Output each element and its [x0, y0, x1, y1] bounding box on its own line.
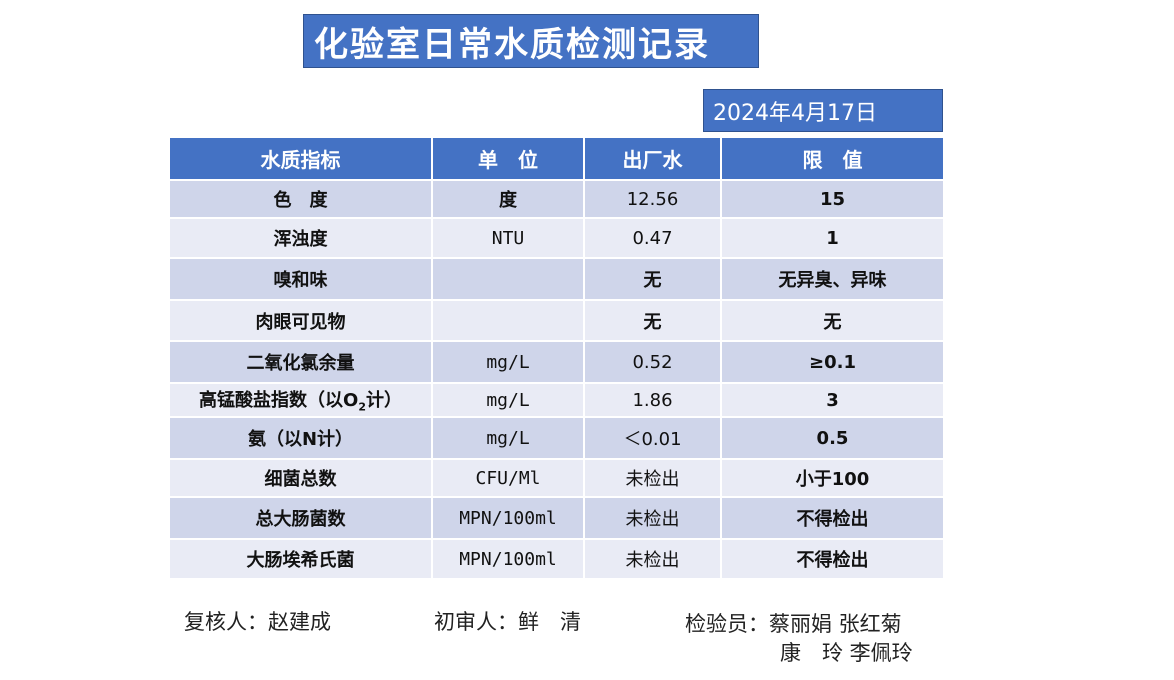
inspectors-signature: 检验员：蔡丽娟 张红菊 [685, 612, 902, 636]
table-row: 色 度 度 12.56 15 [170, 180, 943, 219]
table-header-row: 水质指标 单 位 出厂水 限 值 [170, 138, 943, 181]
outlet-cell: 未检出 [584, 459, 722, 498]
unit-cell [432, 300, 585, 342]
outlet-cell: 未检出 [584, 539, 722, 580]
indicator-cell: 高锰酸盐指数（以O2计） [170, 383, 433, 418]
header-outlet-water: 出厂水 [584, 138, 722, 181]
indicator-subscript: 2 [358, 400, 366, 414]
outlet-cell: ＜0.01 [584, 417, 722, 460]
unit-cell: 度 [432, 180, 585, 219]
limit-cell: 15 [721, 180, 943, 219]
indicator-cell: 嗅和味 [170, 258, 433, 301]
limit-cell: 无 [721, 300, 943, 342]
inspectors-signature-line2: 康 玲 李佩玲 [780, 641, 913, 665]
record-date: 2024年4月17日 [703, 89, 943, 132]
table-row: 大肠埃希氏菌 MPN/100ml 未检出 不得检出 [170, 539, 943, 580]
page-title: 化验室日常水质检测记录 [303, 14, 759, 68]
limit-cell: 不得检出 [721, 497, 943, 540]
table-row: 浑浊度 NTU 0.47 1 [170, 218, 943, 259]
unit-cell: mg/L [432, 417, 585, 460]
header-indicator: 水质指标 [170, 138, 433, 181]
unit-cell [432, 258, 585, 301]
table-row: 细菌总数 CFU/Ml 未检出 小于100 [170, 459, 943, 498]
limit-cell: 0.5 [721, 417, 943, 460]
indicator-cell: 浑浊度 [170, 218, 433, 259]
indicator-prefix: 高锰酸盐指数（以O [199, 390, 359, 412]
limit-cell: 小于100 [721, 459, 943, 498]
limit-cell: 3 [721, 383, 943, 418]
indicator-cell: 细菌总数 [170, 459, 433, 498]
indicator-cell: 氨（以N计） [170, 417, 433, 460]
table-row: 肉眼可见物 无 无 [170, 300, 943, 342]
unit-cell: mg/L [432, 341, 585, 384]
table-row: 高锰酸盐指数（以O2计） mg/L 1.86 3 [170, 383, 943, 418]
indicator-cell: 肉眼可见物 [170, 300, 433, 342]
limit-cell: 无异臭、异味 [721, 258, 943, 301]
indicator-cell: 二氧化氯余量 [170, 341, 433, 384]
outlet-cell: 1.86 [584, 383, 722, 418]
limit-cell: 不得检出 [721, 539, 943, 580]
indicator-cell: 总大肠菌数 [170, 497, 433, 540]
outlet-cell: 0.47 [584, 218, 722, 259]
unit-cell: MPN/100ml [432, 539, 585, 580]
header-limit: 限 值 [721, 138, 943, 181]
table-row: 氨（以N计） mg/L ＜0.01 0.5 [170, 417, 943, 460]
limit-cell: 1 [721, 218, 943, 259]
unit-cell: NTU [432, 218, 585, 259]
water-quality-table: 水质指标 单 位 出厂水 限 值 色 度 度 12.56 15 浑浊度 NTU … [170, 138, 943, 580]
first-reviewer-signature: 初审人：鲜 清 [434, 610, 581, 634]
header-unit: 单 位 [432, 138, 585, 181]
reviewer-signature: 复核人：赵建成 [184, 610, 331, 634]
unit-cell: MPN/100ml [432, 497, 585, 540]
indicator-suffix: 计） [365, 390, 402, 412]
outlet-cell: 0.52 [584, 341, 722, 384]
table-row: 二氧化氯余量 mg/L 0.52 ≥0.1 [170, 341, 943, 384]
outlet-cell: 无 [584, 300, 722, 342]
unit-cell: CFU/Ml [432, 459, 585, 498]
outlet-cell: 12.56 [584, 180, 722, 219]
indicator-cell: 大肠埃希氏菌 [170, 539, 433, 580]
table-row: 总大肠菌数 MPN/100ml 未检出 不得检出 [170, 497, 943, 540]
outlet-cell: 未检出 [584, 497, 722, 540]
table-row: 嗅和味 无 无异臭、异味 [170, 258, 943, 301]
indicator-cell: 色 度 [170, 180, 433, 219]
limit-cell: ≥0.1 [721, 341, 943, 384]
unit-cell: mg/L [432, 383, 585, 418]
outlet-cell: 无 [584, 258, 722, 301]
